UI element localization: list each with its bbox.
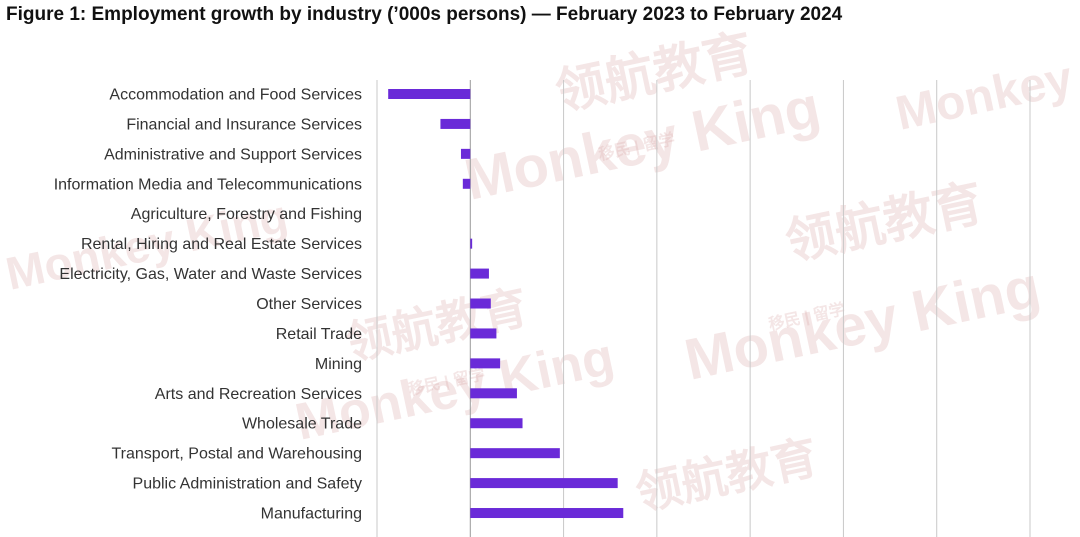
category-label: Electricity, Gas, Water and Waste Servic… xyxy=(59,266,362,283)
bar xyxy=(470,508,624,519)
bar xyxy=(470,298,491,309)
category-label: Accommodation and Food Services xyxy=(109,87,362,104)
bar xyxy=(470,238,473,249)
category-label: Transport, Postal and Warehousing xyxy=(112,446,363,463)
bar xyxy=(470,358,501,369)
category-label: Mining xyxy=(315,356,362,373)
bar xyxy=(470,268,489,279)
category-label: Arts and Recreation Services xyxy=(155,386,362,403)
bar xyxy=(470,448,560,459)
bar xyxy=(470,418,523,429)
bar xyxy=(460,148,471,159)
bar xyxy=(388,89,471,99)
category-label: Other Services xyxy=(256,296,362,313)
category-label: Public Administration and Safety xyxy=(133,476,362,493)
bar xyxy=(470,328,497,339)
category-label: Administrative and Support Services xyxy=(104,146,362,163)
category-label: Manufacturing xyxy=(261,506,362,523)
chart-title: Figure 1: Employment growth by industry … xyxy=(6,4,843,25)
category-label: Wholesale Trade xyxy=(242,416,362,433)
bar xyxy=(440,118,471,129)
bar xyxy=(470,478,618,489)
category-label: Retail Trade xyxy=(276,326,362,343)
category-label: Financial and Insurance Services xyxy=(126,116,362,133)
bar xyxy=(470,388,517,399)
category-label: Agriculture, Forestry and Fishing xyxy=(131,206,362,223)
category-label: Rental, Hiring and Real Estate Services xyxy=(81,236,362,253)
bar xyxy=(462,178,471,189)
category-label: Information Media and Telecommunications xyxy=(54,176,362,193)
